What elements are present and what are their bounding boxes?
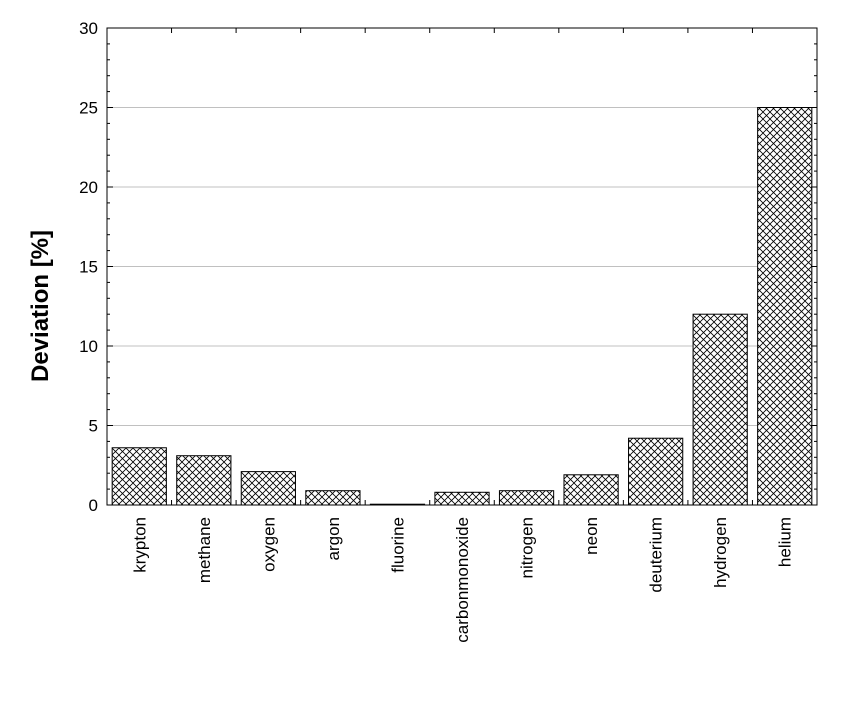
bar-helium (757, 107, 813, 506)
x-tick-label: nitrogen (518, 517, 537, 578)
x-tick-label: oxygen (259, 517, 278, 572)
bar-neon (563, 474, 619, 506)
y-tick-label: 30 (79, 19, 98, 38)
y-tick-label: 10 (79, 337, 98, 356)
y-axis-title: Deviation [%] (27, 230, 54, 382)
bar-nitrogen (498, 490, 555, 506)
bar-methane (176, 455, 232, 506)
bar-deuterium (628, 437, 684, 506)
x-tick-label: deuterium (647, 517, 666, 593)
axes (106, 27, 818, 506)
labels: 0 5 10 15 20 25 30 krypton methane oxygen argon flu… (79, 19, 795, 643)
x-tick-label: helium (776, 517, 795, 567)
bar-argon (305, 490, 361, 506)
bars (111, 107, 813, 506)
x-tick-label: krypton (130, 517, 149, 573)
x-tick-label: fluorine (389, 517, 408, 573)
y-tick-label: 0 (89, 496, 98, 515)
bar-carbonmonoxide (434, 491, 490, 506)
x-tick-label: methane (195, 517, 214, 583)
y-tick-label: 20 (79, 178, 98, 197)
y-tick-label: 25 (79, 99, 98, 118)
y-tick-label: 15 (79, 258, 98, 277)
x-tick-label: argon (324, 517, 343, 560)
bar-hydrogen (692, 313, 748, 506)
bar-krypton (111, 447, 167, 506)
x-tick-label: carbonmonoxide (453, 517, 472, 643)
x-tick-label: hydrogen (711, 517, 730, 588)
bar-oxygen (240, 471, 296, 506)
y-tick-label: 5 (89, 417, 98, 436)
x-tick-label: neon (582, 517, 601, 555)
